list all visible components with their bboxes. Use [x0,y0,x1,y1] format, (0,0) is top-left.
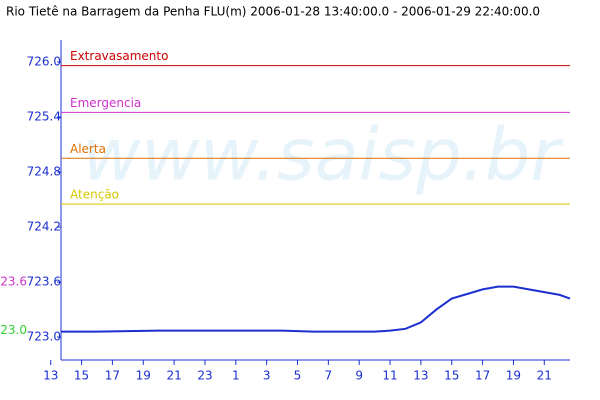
threshold-label: Alerta [70,142,106,156]
x-tick-label: 1 [232,369,240,383]
x-tick-label: 13 [43,369,58,383]
y-tick-label: 724.2 [27,220,61,234]
y-tick-label: 725.4 [27,110,61,124]
y-tick-label: 726.0 [27,55,61,69]
threshold-label: Atenção [70,188,119,202]
data-line [61,285,571,333]
x-tick-label: 9 [355,369,363,383]
x-tick-label: 19 [506,369,521,383]
y-tick-label: 724.8 [27,165,61,179]
x-tick-label: 23 [197,369,212,383]
threshold-label: Emergencia [70,96,141,110]
x-tick-label: 15 [74,369,89,383]
x-tick-label: 21 [537,369,552,383]
side-label: 23.0 [0,323,27,337]
x-tick-label: 17 [105,369,120,383]
x-tick-label: 7 [325,369,333,383]
x-tick-label: 15 [444,369,459,383]
x-tick-label: 13 [413,369,428,383]
watermark: www.saisp.br [82,113,564,197]
x-tick-label: 5 [294,369,302,383]
y-tick-label: 723.0 [27,330,61,344]
x-tick-label: 3 [263,369,271,383]
threshold-label: Extravasamento [70,49,168,63]
x-tick-label: 19 [136,369,151,383]
x-tick-label: 17 [475,369,490,383]
y-tick-label: 723.6 [27,275,61,289]
chart-title: Rio Tietê na Barragem da Penha FLU(m) 20… [6,5,540,19]
x-tick-label: 21 [166,369,181,383]
x-tick-label: 11 [382,369,397,383]
side-label: 23.6 [0,275,27,289]
